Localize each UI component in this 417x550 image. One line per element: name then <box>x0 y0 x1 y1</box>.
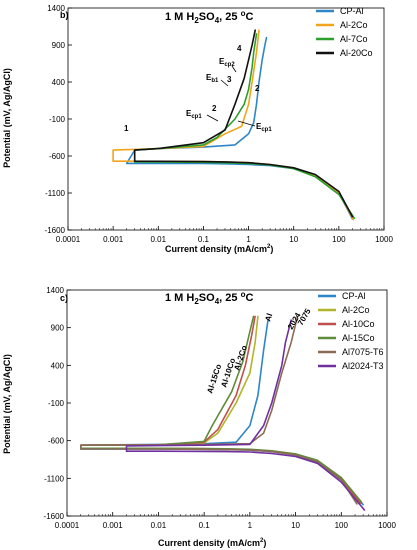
annotation-c-al15co: Al-15Co <box>205 363 223 395</box>
legend-c-label-4: Al7075-T6 <box>342 347 384 357</box>
series-c-al-2co-line <box>80 315 361 505</box>
y-tick-label-b: 1400 <box>47 4 65 13</box>
legend-c-label-3: Al-15Co <box>342 333 375 343</box>
x-tick-label-c: 10 <box>291 521 300 530</box>
panel-b-xlabel-text: Current density (mA/cm2) <box>165 244 273 254</box>
plot-frame-c <box>66 289 388 517</box>
series-b-cp-al-line <box>125 36 354 220</box>
legend-b-label-0: CP-Al <box>340 6 364 16</box>
annotation-b-ecp1-left-arrow <box>206 114 219 122</box>
x-tick-label-c: 0.001 <box>103 521 124 530</box>
chart-panel-b: b) 1 M H2SO4, 25 oC 0.0001 0.001 0.01 0.1 1 1… <box>2 4 393 254</box>
panel-c-legend: CP-Al Al-2Co Al-10Co Al-15Co Al7075-T6 A… <box>318 291 384 371</box>
x-tick-label-b: 1 <box>246 235 251 244</box>
series-b-al-20co-line <box>133 29 354 218</box>
x-tick-label-b: 0.0001 <box>56 235 81 244</box>
x-tick-label-c: 100 <box>335 521 349 530</box>
panel-c-ylabel: Potential (mV, Ag/AgCl) <box>2 354 12 454</box>
panel-b-title-main: 1 M H2SO4, 25 oC <box>165 9 253 25</box>
x-tick-label-b: 0.001 <box>103 235 124 244</box>
panel-c-xlabel: Current density (mA/cm2) <box>158 538 266 548</box>
series-c-al2024-t3-line <box>125 319 366 511</box>
annotation-b-2-left: 2 <box>212 104 217 113</box>
legend-c-item-1: Al-2Co <box>318 305 370 315</box>
legend-b-item-0: CP-Al <box>316 6 364 16</box>
x-tick-label-c: 1 <box>248 521 253 530</box>
legend-b-label-1: Al-2Co <box>340 20 368 30</box>
panel-b-ylabel: Potential (mV, Ag/AgCl) <box>2 68 12 168</box>
panel-b-title: 1 M H2SO4, 25 oC <box>165 9 253 25</box>
panel-b-plot-area: 0.0001 0.001 0.01 0.1 1 10 100 1000 -1600 -1100 -6… <box>45 4 394 244</box>
x-tick-label-c: 0.1 <box>199 521 211 530</box>
series-c-al7075-t6-line <box>80 315 358 505</box>
panel-b-letter: b) <box>60 10 69 20</box>
panel-c-letter: c) <box>60 293 68 303</box>
panel-b-ylabel-text: Potential (mV, Ag/AgCl) <box>2 68 12 168</box>
annotation-b-ecp2-arrow <box>231 65 237 73</box>
series-c-cp-al-line <box>80 319 364 506</box>
panel-b-legend: CP-Al Al-2Co Al-7Co Al-20Co <box>316 6 373 58</box>
legend-c-item-2: Al-10Co <box>318 319 375 329</box>
legend-c-label-1: Al-2Co <box>342 305 370 315</box>
x-tick-label-b: 0.01 <box>150 235 166 244</box>
annotation-b-eb1-arrow <box>220 79 229 87</box>
x-tick-label-b: 10 <box>289 235 298 244</box>
annotation-b-1: 1 <box>124 124 129 133</box>
annotation-b-3: 3 <box>227 75 232 84</box>
legend-c-label-5: Al2024-T3 <box>342 361 384 371</box>
annotation-b-ecp1-left: Ecp1 <box>186 109 202 120</box>
plot-frame-b <box>67 7 385 231</box>
annotation-b-ecp2: Ecp2 <box>219 57 235 68</box>
panel-c-ylabel-text: Potential (mV, Ag/AgCl) <box>2 354 12 454</box>
annotation-b-2-right: 2 <box>255 84 260 93</box>
series-b-al-7co-line <box>133 33 356 219</box>
y-tick-label-c: 900 <box>51 324 65 333</box>
chart-panel-c: c) 1 M H2SO4, 25 oC 0.0001 0.001 0.01 0.1 1 1… <box>2 286 396 548</box>
x-tick-label-b: 0.1 <box>198 235 210 244</box>
legend-c-item-5: Al2024-T3 <box>318 361 384 371</box>
legend-c-label-0: CP-Al <box>342 291 366 301</box>
legend-b-item-2: Al-7Co <box>316 34 368 44</box>
legend-b-label-3: Al-20Co <box>340 48 373 58</box>
y-tick-label-c: 1400 <box>46 286 64 295</box>
y-tick-label-c: -1600 <box>44 512 65 521</box>
y-tick-label-c: -1100 <box>44 474 64 483</box>
y-tick-label-c: 400 <box>51 361 65 370</box>
y-tick-label-c: -600 <box>48 437 65 446</box>
panel-c-title: 1 M H2SO4, 25 oC <box>165 290 253 306</box>
panel-c-title-main: 1 M H2SO4, 25 oC <box>165 290 253 306</box>
legend-c-label-2: Al-10Co <box>342 319 375 329</box>
y-tick-label-b: -1600 <box>45 226 66 235</box>
series-c-al-15co-line <box>80 315 363 504</box>
y-tick-label-b: -100 <box>49 115 66 124</box>
annotation-b-4: 4 <box>237 44 242 53</box>
annotation-b-eb1: Eb1 <box>206 73 219 84</box>
x-tick-label-c: 1000 <box>378 521 396 530</box>
legend-c-item-3: Al-15Co <box>318 333 375 343</box>
legend-b-label-2: Al-7Co <box>340 34 368 44</box>
panel-b-xlabel: Current density (mA/cm2) <box>165 244 273 254</box>
panel-c-plot-area: 0.0001 0.001 0.01 0.1 1 10 100 1000 -1600 -1100 -6… <box>44 286 397 530</box>
y-tick-label-b: 400 <box>52 78 66 87</box>
annotation-b-ecp1-right: Ecp1 <box>256 122 272 133</box>
y-tick-label-b: -1100 <box>45 189 65 198</box>
x-tick-label-c: 0.0001 <box>55 521 80 530</box>
annotation-c-al: Al <box>263 312 274 322</box>
legend-b-item-3: Al-20Co <box>316 48 373 58</box>
y-tick-label-b: -600 <box>49 152 66 161</box>
annotation-b-ecp1-right-arrow <box>237 120 256 127</box>
y-tick-label-b: 900 <box>52 41 66 50</box>
series-b-al-2co-line <box>112 29 355 221</box>
panel-c-xlabel-text: Current density (mA/cm2) <box>158 538 266 548</box>
annotation-c-7075: 7075 <box>296 307 313 327</box>
x-tick-label-b: 1000 <box>375 235 393 244</box>
legend-b-item-1: Al-2Co <box>316 20 368 30</box>
x-tick-label-b: 100 <box>332 235 346 244</box>
y-tick-label-c: -100 <box>48 399 65 408</box>
legend-c-item-0: CP-Al <box>318 291 366 301</box>
panel-b-annotations: 1 2 2 3 4 Ecp1 Ecp1 Eb1 Ecp2 <box>124 44 272 133</box>
x-tick-label-c: 0.01 <box>151 521 167 530</box>
legend-c-item-4: Al7075-T6 <box>318 347 384 357</box>
